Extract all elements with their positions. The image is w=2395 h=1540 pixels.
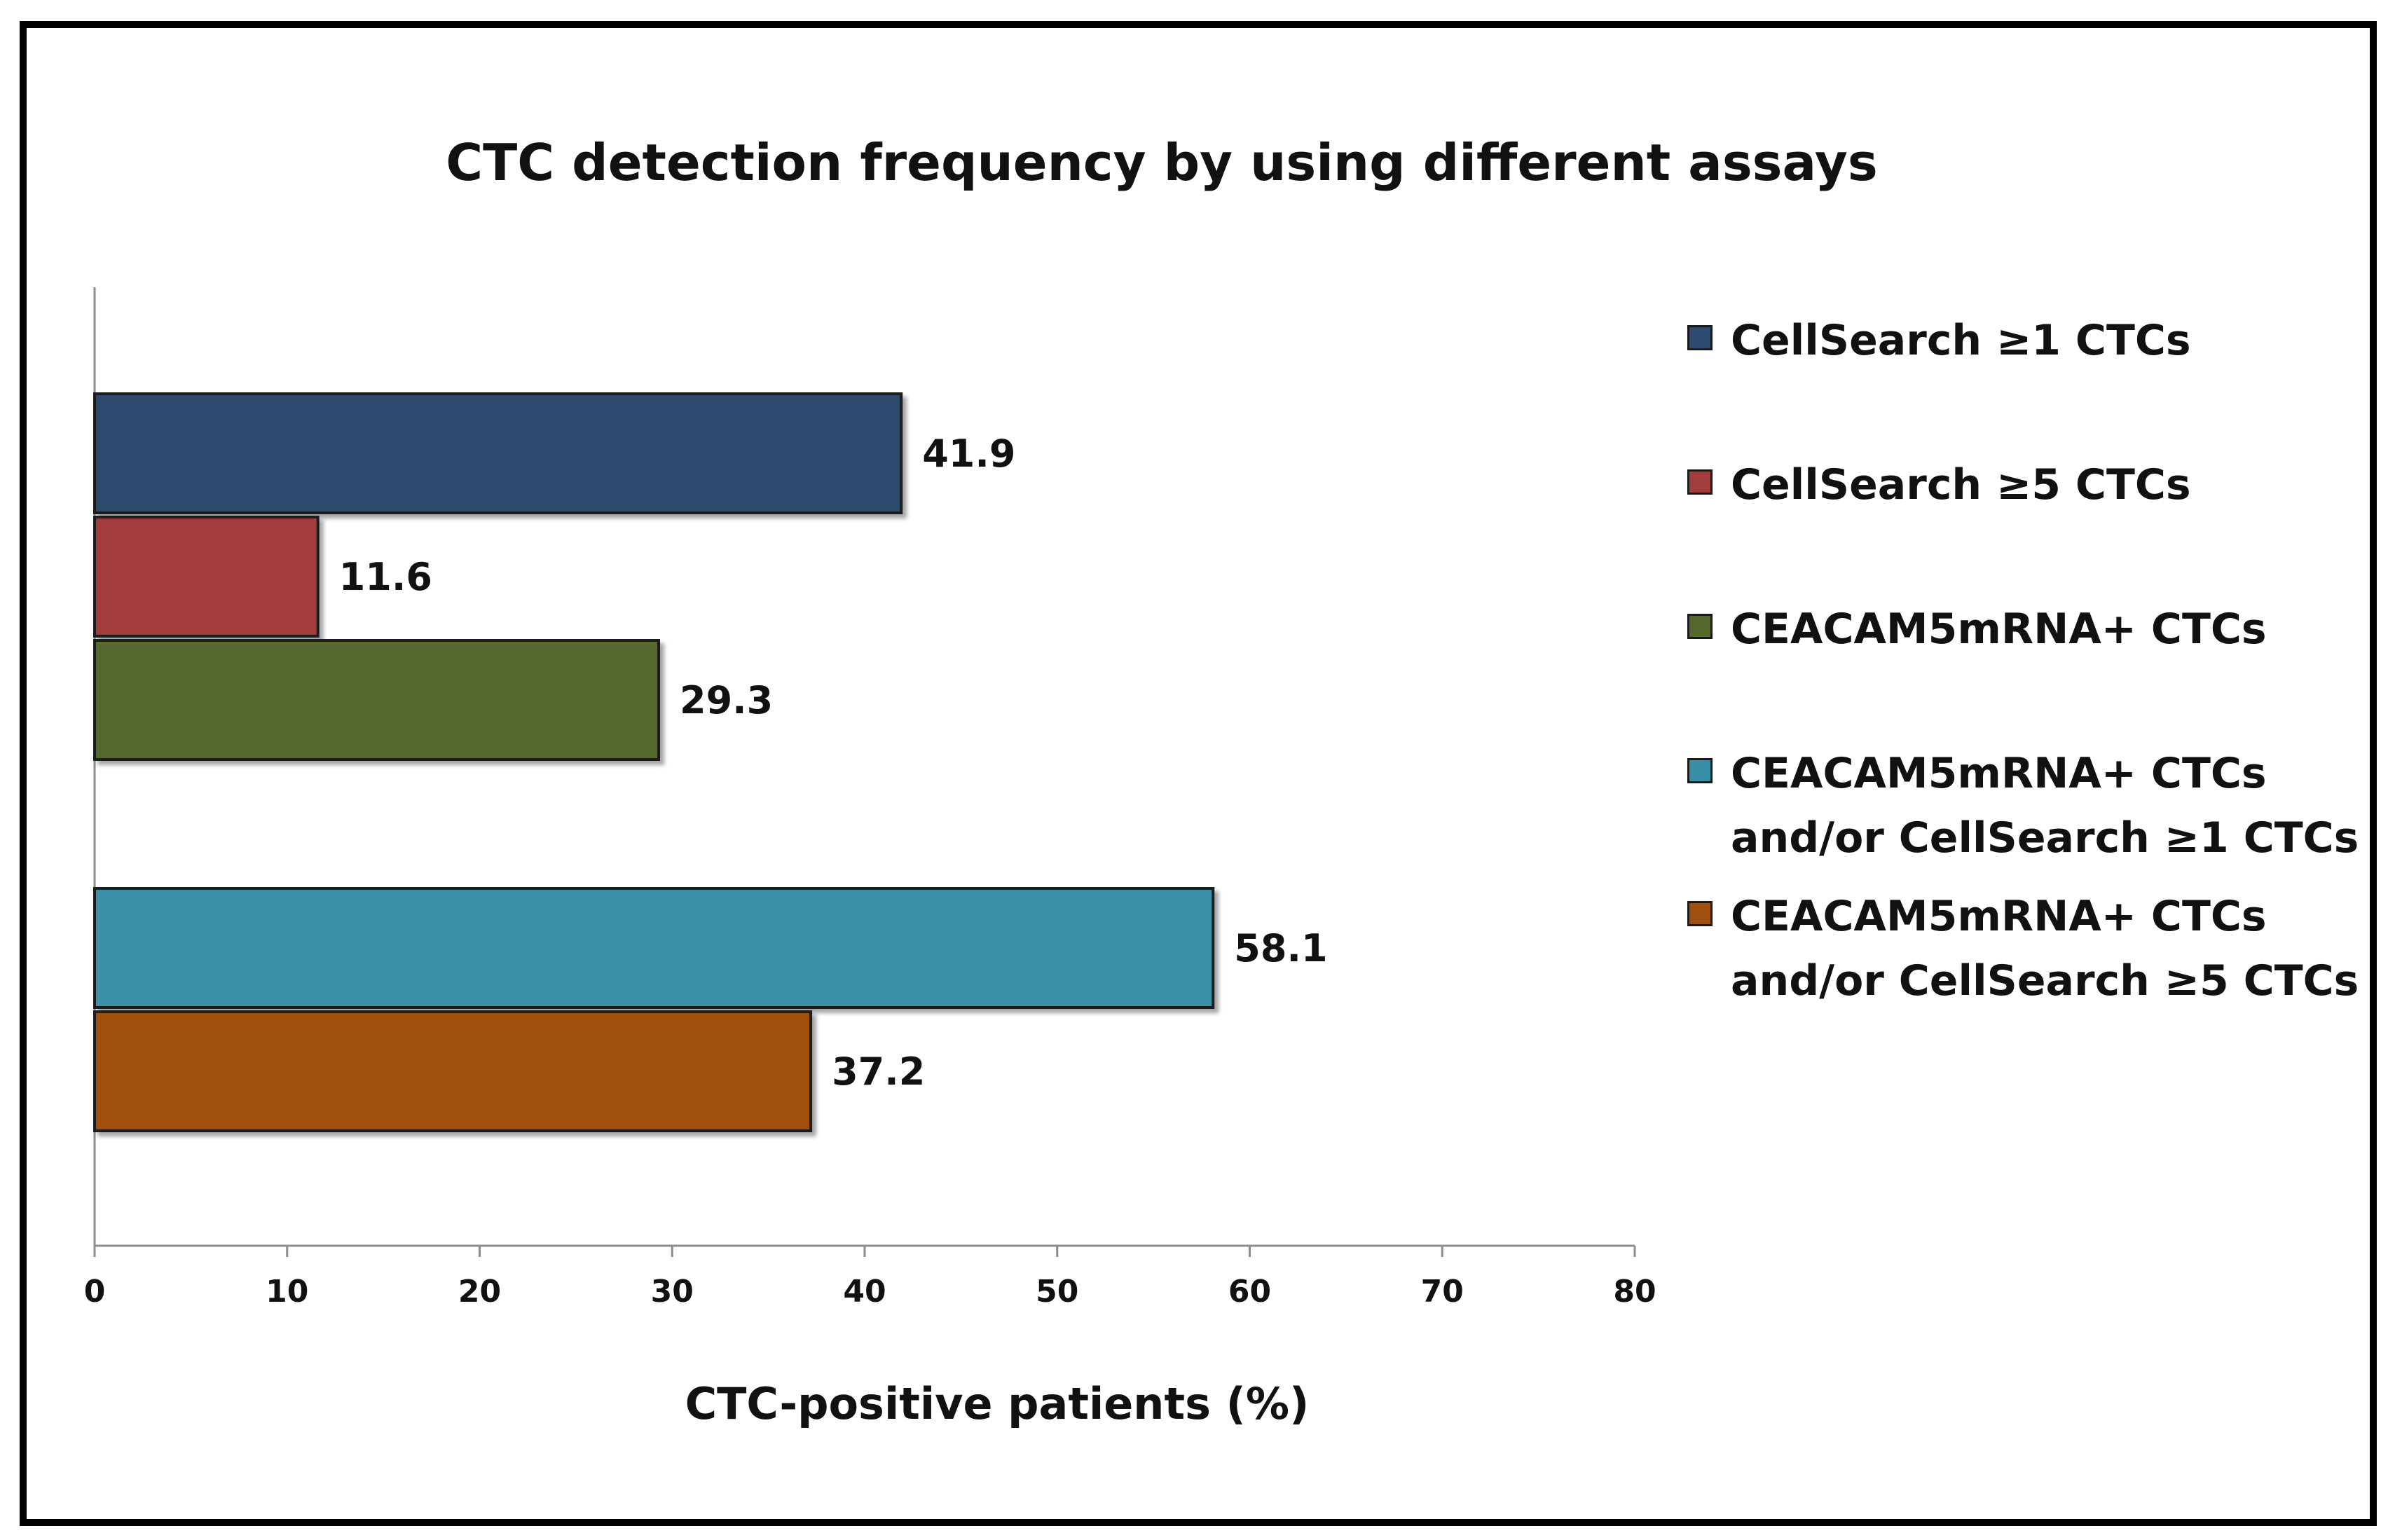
bar (93, 516, 320, 638)
x-tick-label: 60 (1228, 1274, 1271, 1309)
bar (93, 639, 661, 761)
legend-label: CEACAM5mRNA+ CTCs (1731, 597, 2267, 661)
legend-swatch (1687, 901, 1713, 926)
x-axis-label: CTC-positive patients (%) (685, 1378, 1310, 1429)
legend-label: CEACAM5mRNA+ CTCs and/or CellSearch ≥5 CT… (1731, 884, 2359, 1013)
legend-label: CellSearch ≥1 CTCs (1731, 308, 2191, 373)
legend-swatch (1687, 469, 1713, 495)
legend-label-line: CellSearch ≥5 CTCs (1731, 460, 2191, 509)
chart-frame: CTC detection frequency by using differe… (20, 21, 2377, 1526)
x-tick-label: 70 (1421, 1274, 1464, 1309)
plot-area: 0 10 20 30 40 50 60 70 80 41.9 11.6 29.3 58.1 37.2 (84, 287, 1656, 1309)
bar (93, 887, 1215, 1009)
legend-swatch (1687, 758, 1713, 783)
data-label: 41.9 (922, 432, 1015, 476)
x-tick-label: 50 (1036, 1274, 1078, 1309)
legend-label-line: CEACAM5mRNA+ CTCs (1731, 605, 2267, 654)
legend-label: CEACAM5mRNA+ CTCs and/or CellSearch ≥1 CT… (1731, 741, 2359, 870)
legend-label: CellSearch ≥5 CTCs (1731, 453, 2191, 517)
chart-title: CTC detection frequency by using differe… (446, 133, 1878, 192)
legend-label-line: and/or CellSearch ≥5 CTCs (1731, 956, 2359, 1005)
legend-swatch (1687, 325, 1713, 350)
legend-swatch (1687, 614, 1713, 639)
x-tick-label: 0 (84, 1274, 106, 1309)
x-tick-label: 80 (1613, 1274, 1656, 1309)
legend-label-line: CEACAM5mRNA+ CTCs (1731, 749, 2267, 798)
data-label: 58.1 (1234, 926, 1327, 970)
data-label: 37.2 (832, 1050, 925, 1094)
x-tick-label: 30 (651, 1274, 694, 1309)
bar (93, 392, 903, 514)
x-tick-label: 10 (266, 1274, 308, 1309)
bar-chart: 0 10 20 30 40 50 60 70 80 41.9 11.6 29.3 58.1 37.2 CT… (84, 287, 1656, 1429)
data-label: 11.6 (339, 555, 432, 599)
legend-label-line: and/or CellSearch ≥1 CTCs (1731, 813, 2359, 862)
data-label: 29.3 (680, 678, 773, 722)
x-tick-label: 40 (843, 1274, 886, 1309)
bar (93, 1010, 813, 1132)
legend-label-line: CEACAM5mRNA+ CTCs (1731, 892, 2267, 941)
x-tick-label: 20 (458, 1274, 501, 1309)
legend-label-line: CellSearch ≥1 CTCs (1731, 316, 2191, 365)
